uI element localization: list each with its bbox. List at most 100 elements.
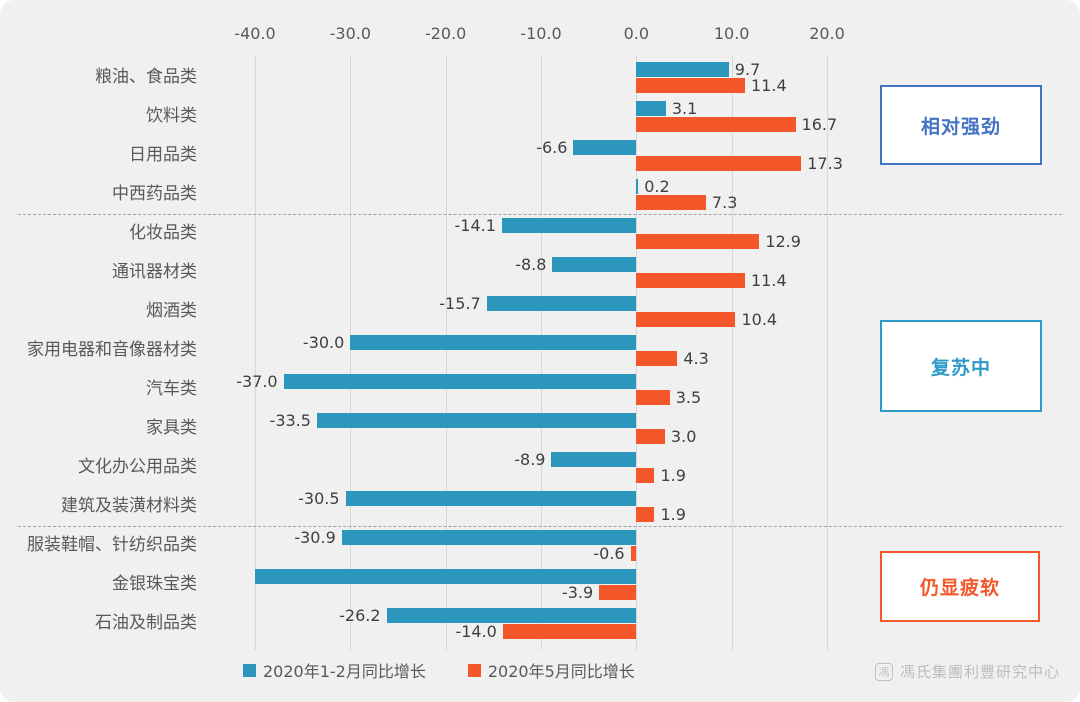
axis-tick-label: -30.0 (329, 24, 372, 43)
annotation-box-strong: 相对强劲 (880, 85, 1042, 165)
value-label: 1.9 (660, 505, 686, 524)
value-label: -30.0 (302, 333, 345, 352)
axis-tick-label: -40.0 (234, 24, 276, 43)
category-label: 石油及制品类 (95, 613, 197, 633)
annotation-box-recovering: 复苏中 (880, 320, 1042, 412)
bar-2020-jan-feb (636, 62, 729, 77)
axis-tick-label: 0.0 (623, 24, 650, 43)
legend-item-jan-feb: 2020年1-2月同比增长 (243, 658, 426, 682)
bar-2020-may (636, 429, 665, 444)
bar-2020-may (636, 507, 655, 522)
annotation-label-strong: 相对强劲 (920, 115, 1001, 138)
chart-row: 粮油、食品类 9.7 11.4 (0, 58, 1080, 97)
bar-2020-may (599, 585, 637, 600)
value-label: -30.9 (294, 528, 336, 547)
chart-row: 汽车类 -37.0 3.5 (0, 370, 1080, 409)
value-label: -15.7 (439, 294, 481, 313)
legend: 2020年1-2月同比增长 2020年5月同比增长 (243, 658, 635, 682)
gridline (731, 56, 733, 650)
category-label: 服装鞋帽、针纺织品类 (27, 535, 197, 555)
bar-2020-may (636, 468, 655, 483)
annotation-label-recovering: 复苏中 (930, 356, 991, 379)
group-separator-line (18, 214, 1062, 215)
bar-2020-jan-feb (551, 452, 637, 467)
source-attribution: 馮 馮氏集團利豐研究中心 (874, 661, 1060, 682)
gridline (541, 56, 542, 650)
value-label: -26.2 (339, 606, 381, 625)
gridline (445, 56, 447, 650)
category-label: 金银珠宝类 (112, 574, 197, 594)
value-label: 3.5 (675, 388, 702, 407)
chart-row: 建筑及装潢材料类 -30.5 1.9 (0, 487, 1080, 526)
category-label: 饮料类 (146, 106, 197, 126)
value-label: -14.0 (455, 622, 497, 641)
category-label: 化妆品类 (129, 223, 197, 243)
chart-row: 通讯器材类 -8.8 11.4 (0, 253, 1080, 292)
value-label: -0.6 (593, 544, 625, 563)
annotation-label-weak: 仍显疲软 (919, 577, 1000, 599)
value-label: -30.5 (298, 489, 340, 508)
value-label: 0.2 (644, 177, 670, 196)
bar-2020-jan-feb (501, 218, 637, 233)
value-label: 16.7 (801, 115, 838, 134)
chart-row: 饮料类 3.1 16.7 (0, 97, 1080, 136)
bar-2020-jan-feb (573, 140, 637, 155)
bar-2020-may (636, 234, 760, 249)
chart-row: 日用品类 -6.6 17.3 (0, 136, 1080, 175)
category-label: 粮油、食品类 (95, 67, 197, 87)
value-label: 11.4 (751, 76, 787, 95)
bar-2020-jan-feb (255, 569, 637, 584)
bar-2020-may (636, 390, 670, 405)
chart-row: 文化办公用品类 -8.9 1.9 (0, 448, 1080, 487)
bar-2020-jan-feb (341, 530, 637, 545)
category-label: 通讯器材类 (112, 262, 197, 282)
category-label: 日用品类 (129, 145, 197, 165)
value-label: 3.1 (671, 99, 698, 118)
fung-group-logo-icon: 馮 (874, 662, 893, 681)
value-label: -6.6 (536, 138, 568, 157)
chart-row: 金银珠宝类 -3.9 (0, 565, 1080, 604)
bar-2020-jan-feb (345, 491, 637, 506)
category-label: 汽车类 (146, 379, 197, 399)
bar-2020-jan-feb (386, 608, 637, 623)
value-label: 11.4 (751, 271, 787, 290)
axis-tick-label: 10.0 (713, 24, 750, 43)
bar-2020-may (636, 273, 745, 288)
bar-2020-may (636, 351, 678, 366)
bar-2020-jan-feb (486, 296, 637, 311)
chart-row: 服装鞋帽、针纺织品类 -30.9 -0.6 (0, 526, 1080, 565)
value-label: 17.3 (807, 154, 843, 173)
bar-2020-jan-feb (283, 374, 637, 389)
value-label: 10.4 (741, 310, 778, 329)
source-text: 馮氏集團利豐研究中心 (899, 663, 1060, 681)
bar-2020-may (630, 546, 637, 561)
value-label: 12.9 (765, 232, 801, 251)
bar-2020-may (636, 117, 796, 132)
gridline (350, 56, 352, 650)
bar-2020-may (636, 156, 802, 171)
bar-2020-jan-feb (316, 413, 637, 428)
category-label: 烟酒类 (146, 301, 197, 321)
value-label: -33.5 (269, 411, 311, 430)
chart-row: 中西药品类 0.2 7.3 (0, 175, 1080, 214)
bar-2020-jan-feb (636, 179, 639, 194)
axis-tick-label: -20.0 (424, 24, 467, 43)
annotation-box-weak: 仍显疲软 (880, 551, 1040, 622)
category-label: 中西药品类 (112, 184, 197, 204)
value-label: 7.3 (711, 193, 738, 212)
chart-row: 化妆品类 -14.1 12.9 (0, 214, 1080, 253)
gridline (255, 56, 256, 650)
axis-tick-label: 20.0 (809, 24, 845, 43)
bar-2020-jan-feb (636, 101, 666, 116)
category-label: 家用电器和音像器材类 (27, 340, 197, 360)
chart-row: 烟酒类 -15.7 10.4 (0, 292, 1080, 331)
legend-item-may: 2020年5月同比增长 (467, 658, 635, 682)
legend-swatch-blue-icon (243, 663, 256, 677)
group-separator-line (18, 526, 1062, 527)
bar-2020-may (636, 78, 745, 93)
bar-2020-jan-feb (552, 257, 637, 272)
bar-2020-may (636, 195, 706, 210)
category-label: 建筑及装潢材料类 (61, 496, 197, 516)
category-label: 家具类 (146, 418, 197, 438)
bar-2020-jan-feb (350, 335, 637, 350)
